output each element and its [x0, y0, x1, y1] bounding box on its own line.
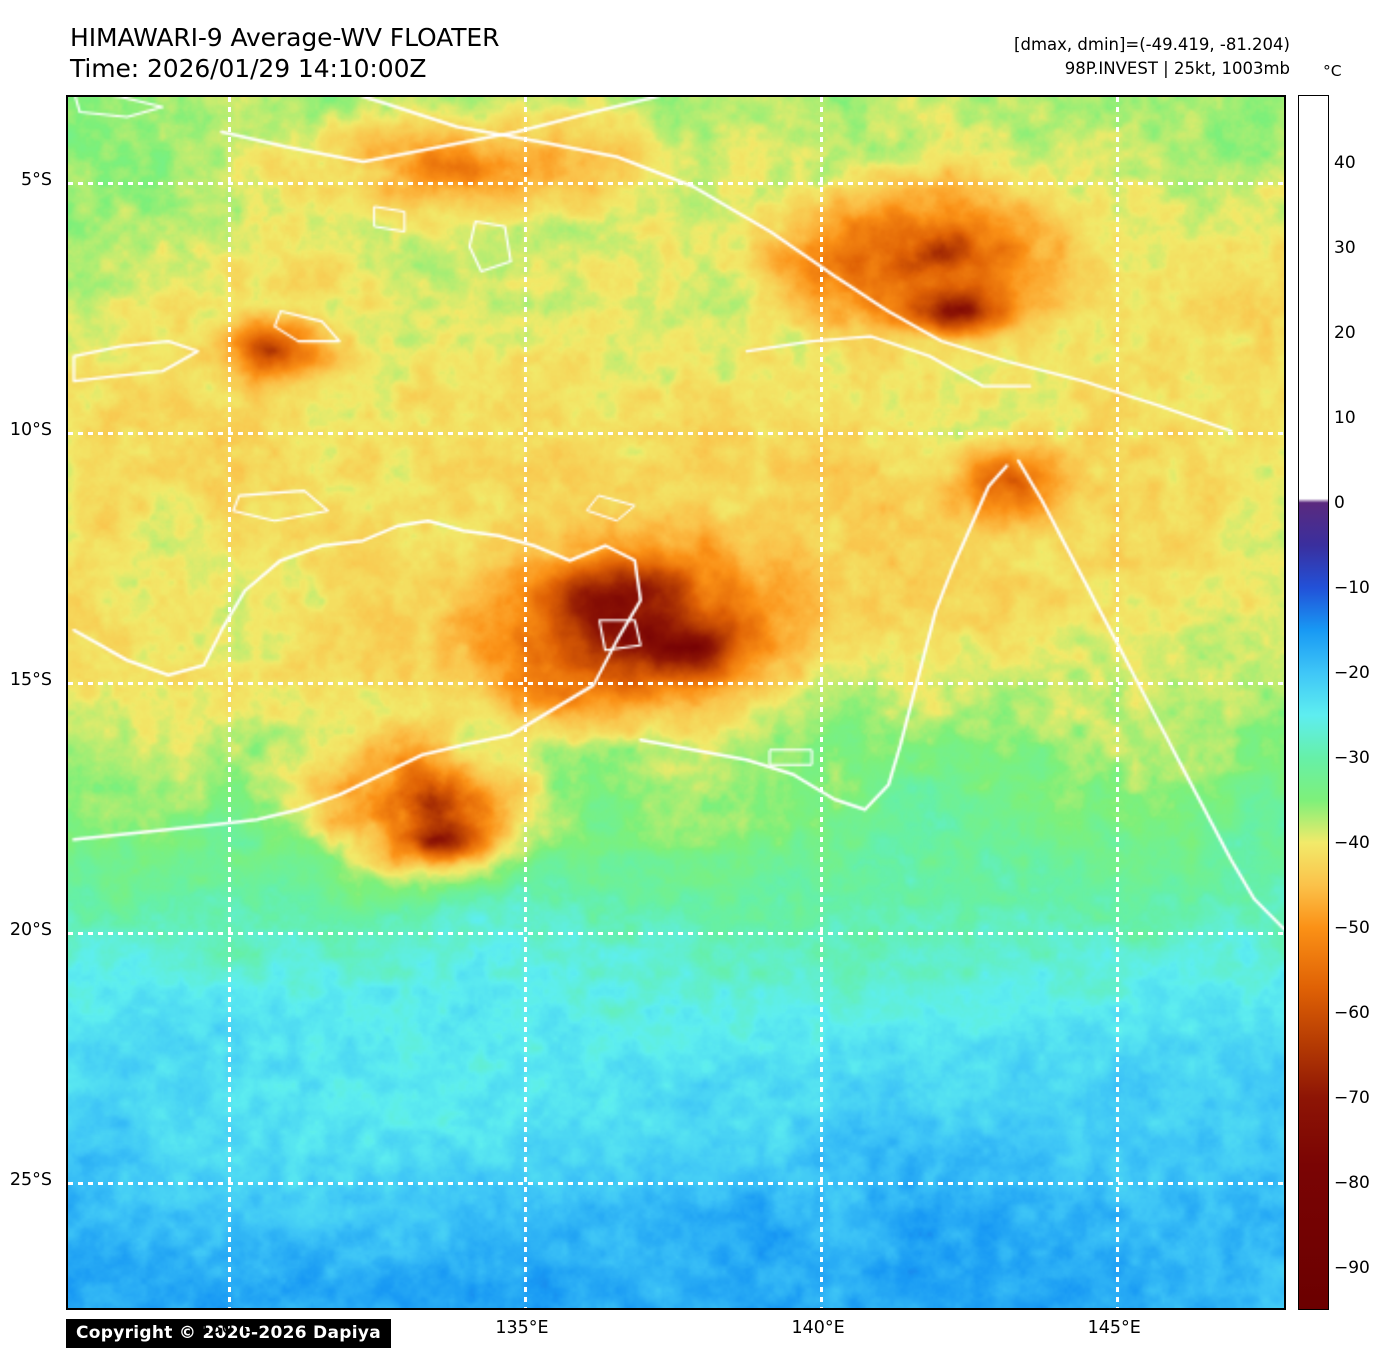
latitude-tick-10°S: 10°S: [9, 420, 52, 440]
longitude-tick-145°E: 145°E: [1087, 1318, 1141, 1338]
timestamp: Time: 2026/01/29 14:10:00Z: [70, 54, 427, 83]
longitude-tick-140°E: 140°E: [791, 1318, 845, 1338]
satellite-image-plot[interactable]: [66, 95, 1286, 1310]
storm-info-label: 98P.INVEST | 25kt, 1003mb: [1064, 59, 1290, 78]
header-metadata: [dmax, dmin]=(-49.419, -81.204) 98P.INVE…: [1014, 33, 1290, 81]
latitude-tick-20°S: 20°S: [9, 920, 52, 940]
page-title: HIMAWARI-9 Average-WV FLOATER Time: 2026…: [70, 22, 499, 84]
colorbar-frame: [1298, 95, 1329, 1310]
copyright-banner: Copyright © 2020-2026 Dapiya: [66, 1319, 391, 1348]
colorbar-tick--40: −40: [1334, 832, 1370, 853]
data-range-label: [dmax, dmin]=(-49.419, -81.204): [1014, 35, 1290, 54]
colorbar-tick-labels: 40 30 20 10 0 −10 −20 −30 −40 −50 −60 −70 −80 −90: [1334, 95, 1388, 1310]
colorbar-tick--90: −90: [1334, 1257, 1370, 1278]
colorbar-tick-20: 20: [1334, 322, 1356, 343]
longitude-tick-130°E: 130°E: [199, 1318, 253, 1338]
colorbar-tick-0: 0: [1334, 492, 1345, 513]
colorbar-unit-label: °C: [1323, 62, 1342, 80]
product-title: HIMAWARI-9 Average-WV FLOATER: [70, 23, 500, 52]
latitude-tick-25°S: 25°S: [9, 1170, 52, 1190]
latitude-tick-15°S: 15°S: [9, 670, 52, 690]
latitude-tick-5°S: 5°S: [21, 170, 52, 190]
colorbar-tick-30: 30: [1334, 237, 1356, 258]
colorbar[interactable]: [1298, 95, 1329, 1310]
colorbar-tick--70: −70: [1334, 1087, 1370, 1108]
colorbar-tick--60: −60: [1334, 1002, 1370, 1023]
colorbar-tick--30: −30: [1334, 747, 1370, 768]
longitude-tick-135°E: 135°E: [495, 1318, 549, 1338]
colorbar-tick-40: 40: [1334, 152, 1356, 173]
colorbar-tick-10: 10: [1334, 407, 1356, 428]
colorbar-gradient: [1298, 95, 1329, 1310]
longitude-axis: 130°E 135°E 140°E 145°E: [0, 1318, 1388, 1348]
colorbar-tick--80: −80: [1334, 1172, 1370, 1193]
water-vapor-imagery: [68, 97, 1284, 1308]
colorbar-tick--50: −50: [1334, 917, 1370, 938]
latitude-axis: 5°S 10°S 15°S 20°S 25°S: [0, 0, 60, 1359]
colorbar-tick--20: −20: [1334, 662, 1370, 683]
colorbar-tick--10: −10: [1334, 577, 1370, 598]
